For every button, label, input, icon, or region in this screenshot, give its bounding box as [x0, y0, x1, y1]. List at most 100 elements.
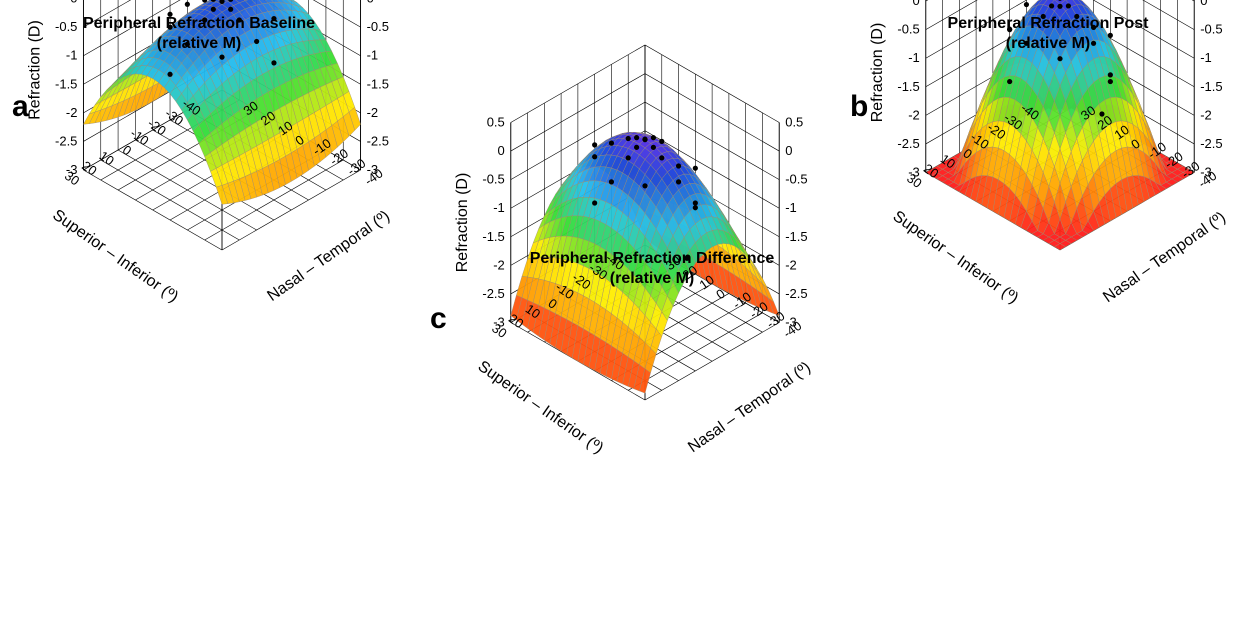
- z-tick-label-left: -1.5: [897, 79, 919, 94]
- z-tick-label-right: -3: [367, 162, 379, 177]
- y-tick-label: 20: [921, 161, 941, 182]
- z-tick-label-right: -2.5: [785, 286, 807, 301]
- z-tick-label-left: -1: [66, 48, 78, 63]
- z-tick-label-left: 0: [70, 0, 77, 6]
- data-point: [219, 54, 225, 60]
- points-a: [167, 0, 277, 77]
- z-tick-label-right: -0.5: [1200, 22, 1222, 37]
- surface-a: [83, 0, 361, 205]
- surface-cell: [1054, 243, 1066, 251]
- data-point: [1099, 111, 1105, 117]
- x-tick-label: 20: [258, 108, 278, 129]
- x-axis-label: Nasal – Temporal (º): [264, 208, 393, 305]
- z-tick-label-right: 0: [1200, 0, 1207, 8]
- y-tick-label: 10: [97, 148, 117, 169]
- y-tick-label: 30: [489, 320, 509, 341]
- x-tick-label: 10: [275, 118, 295, 139]
- z-tick-label-right: -1.5: [367, 76, 389, 91]
- z-tick-label-right: -2: [367, 105, 379, 120]
- data-point: [642, 183, 648, 189]
- y-tick-label: 0: [120, 142, 135, 158]
- y-tick-label: 20: [506, 311, 526, 332]
- x-tick-label: 30: [663, 253, 683, 274]
- data-point: [271, 60, 277, 66]
- surface-cell: [215, 185, 229, 205]
- z-tick-label-right: -1.5: [1200, 79, 1222, 94]
- z-axis-label: Refraction (D): [26, 20, 43, 120]
- data-point: [634, 135, 640, 141]
- z-tick-label-right: -0.5: [785, 172, 807, 187]
- surface-cell: [639, 368, 651, 394]
- chart-subtitle: (relative M): [610, 270, 694, 287]
- data-point: [202, 0, 208, 3]
- z-tick-label-left: -1: [908, 50, 920, 65]
- x-tick-label: 10: [696, 272, 716, 293]
- data-point: [625, 135, 631, 142]
- data-point: [236, 17, 242, 23]
- data-point: [1107, 72, 1113, 78]
- chart-title: Peripheral Refraction Difference: [530, 250, 775, 267]
- data-point: [1107, 78, 1113, 85]
- data-point: [659, 155, 665, 161]
- data-point: [1107, 32, 1113, 38]
- y-tick-label: 10: [523, 301, 543, 322]
- surface-c: [510, 132, 780, 394]
- chart-panel-c: 0.5 0.5 0 0 -0.5 -0.5 -1 -1 -1.5 -1.5 -2 -2 -2.5 -2.5…: [430, 44, 814, 457]
- z-tick-label-right: -1: [367, 48, 379, 63]
- data-point: [692, 200, 698, 206]
- data-point: [184, 41, 190, 47]
- z-tick-label-left: -1.5: [482, 229, 504, 244]
- data-point: [650, 144, 656, 150]
- z-tick-label-right: -0.5: [367, 19, 389, 34]
- data-point: [228, 0, 234, 2]
- z-tick-label-left: -2.5: [482, 286, 504, 301]
- data-point: [1023, 40, 1030, 46]
- y-tick-label: 20: [79, 158, 99, 179]
- z-tick-label-left: 0: [498, 143, 505, 158]
- data-point: [219, 0, 225, 5]
- grid-line: [925, 0, 1195, 30]
- grid-line: [83, 0, 361, 28]
- z-tick-label-right: -2: [1200, 107, 1212, 122]
- z-tick-label-left: -3: [908, 165, 920, 180]
- data-point: [1040, 13, 1046, 20]
- panel-letter: a: [12, 90, 29, 123]
- grid-line: [117, 149, 257, 231]
- z-tick-label-left: -2: [66, 105, 78, 120]
- z-tick-label-left: -2: [493, 257, 505, 272]
- data-point: [608, 179, 615, 185]
- z-tick-label-right: 0: [785, 143, 792, 158]
- y-axis-label: Superior – Inferior (º): [475, 358, 607, 457]
- z-tick-label-right: -2.5: [1200, 136, 1222, 151]
- surface-b: [925, 0, 1195, 251]
- data-point: [592, 200, 598, 206]
- panel-letter: c: [430, 302, 447, 335]
- points-b: [1007, 0, 1113, 117]
- x-tick-label: 10: [1111, 122, 1131, 143]
- data-point: [1090, 24, 1097, 31]
- data-point: [271, 15, 277, 22]
- x-axis-label: Nasal – Temporal (º): [685, 359, 814, 456]
- z-tick-label-left: -0.5: [897, 22, 919, 37]
- data-point: [592, 142, 598, 148]
- data-point: [1058, 0, 1062, 1]
- data-point: [1023, 1, 1030, 8]
- x-tick-label: 30: [240, 98, 260, 119]
- panel-letter: b: [850, 90, 868, 123]
- grid-line: [100, 159, 240, 241]
- data-point: [1065, 3, 1071, 9]
- y-axis-label: Superior – Inferior (º): [890, 208, 1022, 307]
- data-point: [659, 138, 665, 144]
- data-point: [228, 6, 234, 12]
- chart-panel-b: 0.50.500-0.5-0.5-1-1-1.5-1.5-2-2-2.5-2.5…: [850, 0, 1229, 307]
- data-point: [184, 1, 190, 7]
- z-tick-label-right: -3: [1200, 165, 1212, 180]
- z-tick-label-left: 0.5: [487, 115, 505, 130]
- data-point: [675, 179, 682, 185]
- z-tick-label-right: -1: [1200, 50, 1212, 65]
- data-point: [1074, 13, 1080, 20]
- data-point: [1007, 78, 1013, 85]
- x-axis-label: Nasal – Temporal (º): [1100, 209, 1229, 306]
- data-point: [692, 205, 698, 211]
- x-tick-label: 20: [1095, 112, 1115, 133]
